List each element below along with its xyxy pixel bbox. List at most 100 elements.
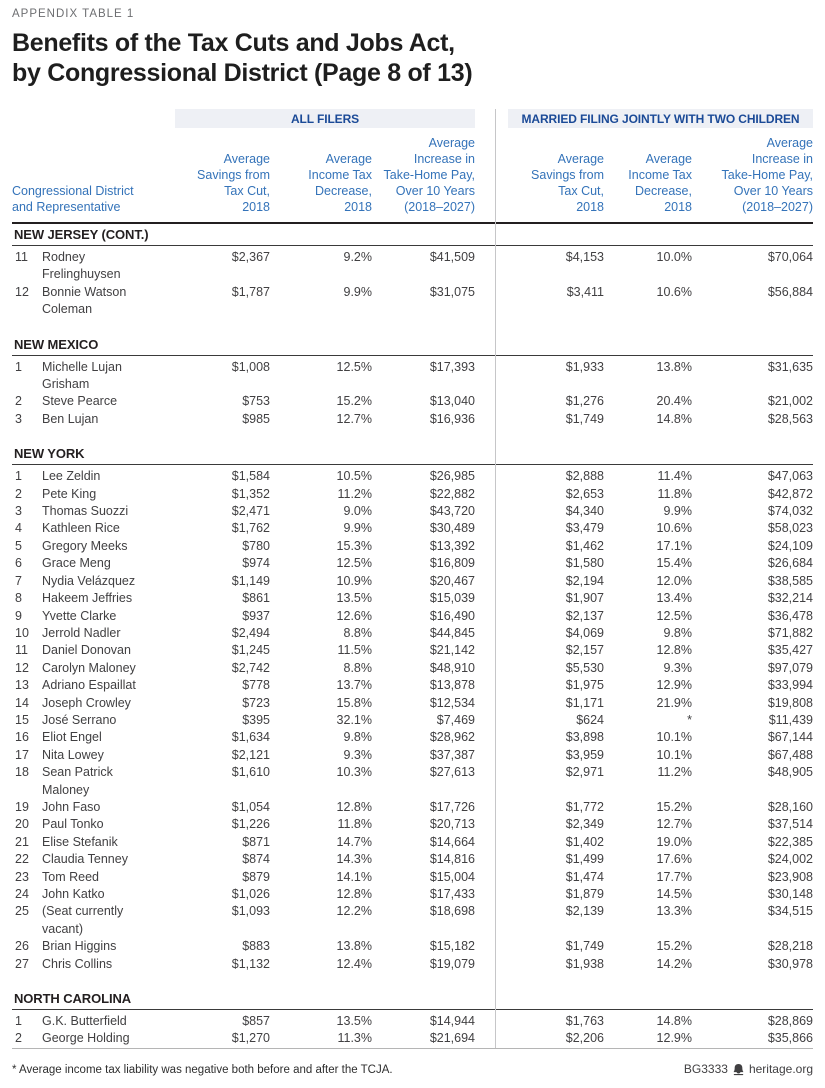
table-row: 8 Hakeem Jeffries $861 13.5% $15,039 $1,… (12, 590, 813, 607)
value-cell: 15.2% (656, 939, 692, 954)
value-cell: $26,684 (767, 556, 813, 571)
value-cell: $13,392 (429, 538, 475, 553)
page-title-line2: by Congressional District (Page 8 of 13) (12, 59, 473, 87)
value-cell: $974 (242, 556, 270, 571)
value-cell: $3,479 (565, 521, 604, 536)
heritage-bell-icon (732, 1063, 745, 1076)
value-cell: $32,214 (767, 591, 813, 606)
value-cell: $16,936 (429, 411, 475, 426)
value-cell: $7,469 (436, 712, 475, 727)
value-cell: $2,971 (565, 765, 604, 780)
value-cell: 13.4% (656, 591, 692, 606)
representative-name: Daniel Donovan (42, 643, 131, 658)
value-cell: 14.3% (336, 852, 372, 867)
representative-name: Claudia Tenney (42, 852, 128, 867)
table-row: 5 Gregory Meeks $780 15.3% $13,392 $1,46… (12, 538, 813, 555)
value-cell: $33,994 (767, 678, 813, 693)
value-cell: 11.3% (337, 1031, 372, 1046)
value-cell: * (687, 712, 692, 727)
report-code: BG3333 (683, 1062, 728, 1076)
representative-name: Gregory Meeks (42, 538, 128, 553)
district-number: 10 (15, 625, 29, 640)
table-section: NORTH CAROLINA 1 G.K. Butterfield $857 1… (12, 990, 813, 1048)
value-cell: 17.1% (656, 538, 692, 553)
value-cell: $1,402 (565, 834, 604, 849)
value-cell: 12.5% (656, 608, 692, 623)
value-cell: 10.1% (656, 747, 692, 762)
value-cell: $37,514 (767, 817, 813, 832)
table-row: 6 Grace Meng $974 12.5% $16,809 $1,580 1… (12, 555, 813, 572)
representative-name: Joseph Crowley (42, 695, 131, 710)
value-cell: $2,471 (231, 504, 270, 519)
representative-name: Thomas Suozzi (42, 504, 129, 519)
value-cell: $1,226 (231, 817, 270, 832)
value-cell: 10.6% (656, 284, 692, 299)
value-cell: $753 (242, 394, 270, 409)
value-cell: $31,075 (429, 284, 475, 299)
value-cell: $3,898 (565, 730, 604, 745)
district-number: 13 (15, 678, 29, 693)
footer-branding: BG3333 heritage.org (684, 1062, 813, 1076)
table-body: NEW JERSEY (CONT.) 11 Rodney Frelinghuys… (12, 226, 813, 1048)
value-cell: $861 (242, 591, 270, 606)
representative-name: Nydia Velázquez (42, 573, 136, 588)
representative-name: John Faso (42, 799, 101, 814)
value-cell: 9.9% (343, 284, 373, 299)
table-row: 21 Elise Stefanik $871 14.7% $14,664 $1,… (12, 834, 813, 851)
value-cell: 10.1% (656, 730, 692, 745)
value-cell: $15,004 (429, 869, 475, 884)
value-cell: $11,439 (768, 712, 813, 727)
value-cell: $2,139 (565, 904, 604, 919)
value-cell: $17,433 (429, 887, 475, 901)
value-cell: 13.5% (336, 591, 372, 606)
value-cell: 13.3% (656, 904, 692, 919)
value-cell: $31,635 (767, 359, 813, 374)
value-cell: $18,698 (429, 904, 475, 919)
table-row: 22 Claudia Tenney $874 14.3% $14,816 $1,… (12, 851, 813, 868)
table-row: 2 Steve Pearce $753 15.2% $13,040 $1,276… (12, 393, 813, 410)
value-cell: $778 (242, 678, 270, 693)
value-cell: 10.5% (336, 469, 372, 484)
value-cell: 15.8% (336, 695, 372, 710)
value-cell: $14,664 (429, 834, 475, 849)
value-cell: 14.7% (336, 834, 372, 849)
value-cell: $1,462 (565, 538, 604, 553)
district-number: 3 (15, 411, 22, 426)
section-rows: 11 Rodney Frelinghuysen $2,367 9.2% $41,… (12, 246, 813, 319)
value-cell: 9.3% (343, 747, 373, 762)
col-header-savings-all: Average Savings from Tax Cut, 2018 (197, 152, 270, 214)
value-cell: 12.7% (336, 411, 372, 426)
value-cell: $1,149 (231, 573, 270, 588)
value-cell: $2,121 (231, 747, 270, 762)
section-title: NEW YORK (12, 445, 813, 466)
value-cell: 13.8% (336, 939, 372, 954)
district-number: 7 (15, 573, 22, 588)
district-number: 16 (15, 730, 29, 745)
value-cell: $30,148 (767, 887, 813, 901)
value-cell: $2,742 (231, 660, 270, 675)
value-cell: $1,474 (565, 869, 604, 884)
value-cell: $26,985 (429, 469, 475, 484)
value-cell: 8.8% (343, 660, 373, 675)
value-cell: $2,194 (565, 573, 604, 588)
value-cell: 9.3% (663, 660, 693, 675)
value-cell: $36,478 (767, 608, 813, 623)
table-section: NEW JERSEY (CONT.) 11 Rodney Frelinghuys… (12, 226, 813, 319)
group-band-all-filers: ALL FILERS (175, 109, 475, 128)
value-cell: $4,153 (565, 250, 604, 264)
value-cell: 12.8% (336, 887, 372, 901)
value-cell: 12.9% (656, 678, 692, 693)
value-cell: $28,563 (767, 411, 813, 426)
value-cell: $1,054 (231, 799, 270, 814)
value-cell: $2,653 (565, 486, 604, 501)
value-cell: $19,808 (767, 695, 813, 710)
value-cell: $15,182 (429, 939, 475, 954)
value-cell: $12,534 (429, 695, 475, 710)
district-number: 2 (15, 394, 22, 409)
table-section: NEW YORK 1 Lee Zeldin $1,584 10.5% $26,9… (12, 445, 813, 973)
value-cell: 9.8% (663, 625, 693, 640)
representative-name: Chris Collins (42, 956, 113, 971)
representative-name: Rodney Frelinghuysen (42, 250, 121, 282)
value-cell: 11.4% (657, 469, 692, 484)
